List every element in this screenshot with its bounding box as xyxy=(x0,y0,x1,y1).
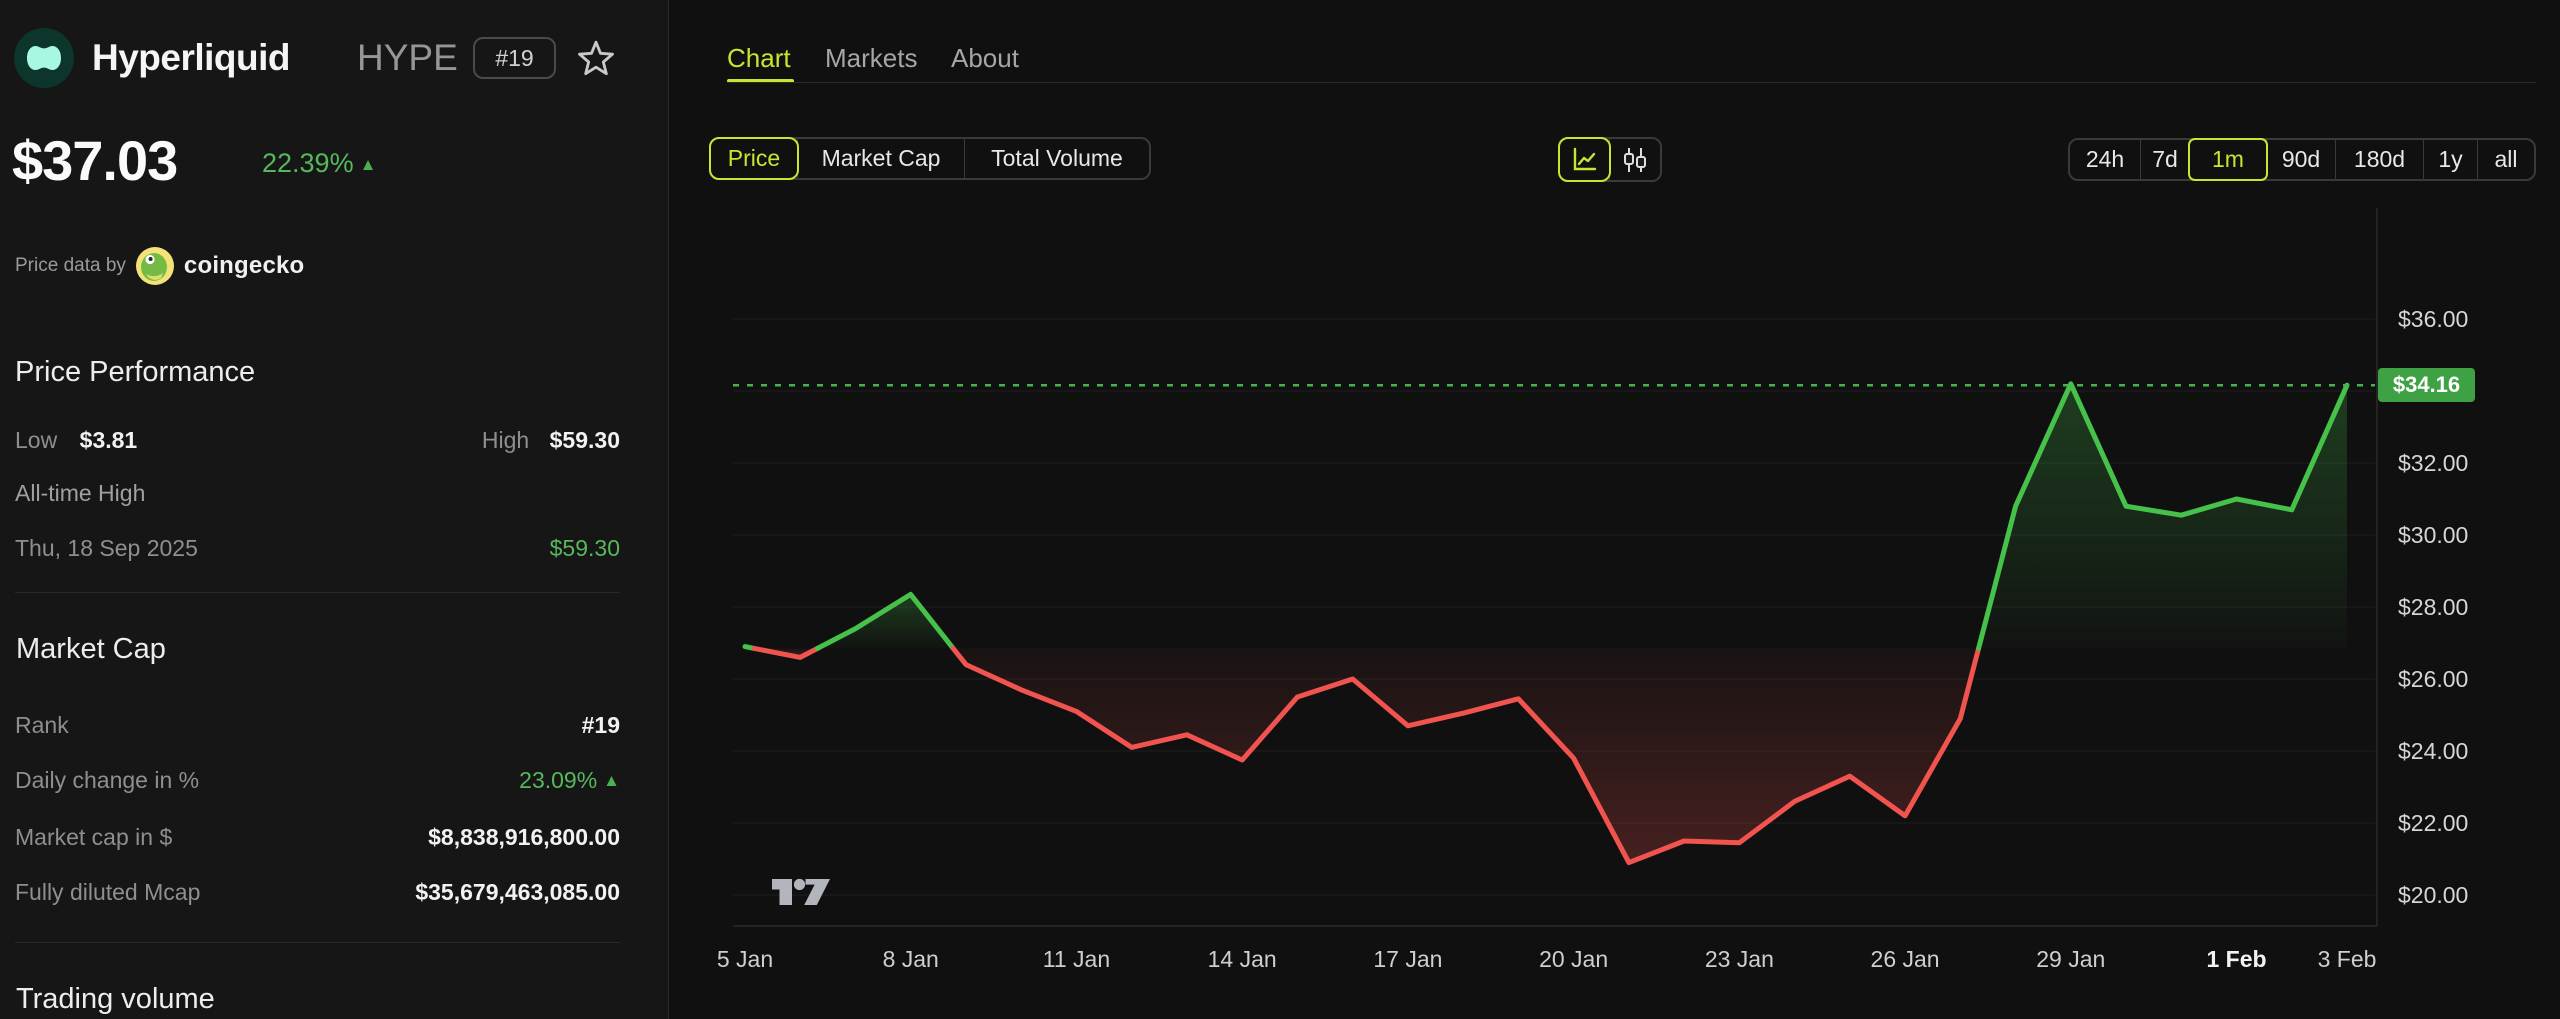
range-toggle-group: 24h 7d 1m 90d 180d 1y all xyxy=(2068,138,2536,181)
low-high-row: Low $3.81 High $59.30 xyxy=(15,427,620,455)
rank-label: Rank xyxy=(15,712,69,738)
range-1y-label: 1y xyxy=(2438,146,2463,172)
price-data-attribution[interactable]: Price data by coingecko xyxy=(15,246,304,286)
market-cap-value: $8,838,916,800.00 xyxy=(428,824,620,850)
x-axis-tick: 14 Jan xyxy=(1207,946,1277,972)
y-axis-tick: $36.00 xyxy=(2398,306,2469,332)
tabs-divider xyxy=(727,82,2536,83)
rank-row: Rank #19 xyxy=(15,712,620,740)
section-divider xyxy=(15,942,620,943)
active-tab-underline xyxy=(727,79,794,83)
range-24h-label: 24h xyxy=(2085,146,2125,172)
candlestick-icon xyxy=(1624,147,1646,172)
high-value: $59.30 xyxy=(549,427,620,453)
market-cap-metric-label: Market Cap xyxy=(821,145,941,171)
range-90d-button[interactable]: 90d xyxy=(2267,140,2336,179)
range-90d-label: 90d xyxy=(2281,146,2321,172)
price-metric-button[interactable]: Price xyxy=(709,137,799,180)
current-price: $37.03 xyxy=(12,129,178,192)
y-axis-tick: $26.00 xyxy=(2398,666,2469,692)
tab-about[interactable]: About xyxy=(951,43,1019,73)
x-axis-tick: 5 Jan xyxy=(716,946,774,972)
metric-toggle-group: Price Market Cap Total Volume xyxy=(709,137,1151,180)
low-label: Low xyxy=(15,427,58,453)
market-cap-metric-button[interactable]: Market Cap xyxy=(798,139,965,178)
fdv-row: Fully diluted Mcap $35,679,463,085.00 xyxy=(15,879,620,907)
tab-markets[interactable]: Markets xyxy=(825,43,918,73)
panel-divider xyxy=(668,0,669,1019)
x-axis-tick: 1 Feb xyxy=(2206,946,2267,972)
coingecko-icon xyxy=(135,247,174,285)
ath-label: All-time High xyxy=(15,480,146,506)
fdv-label: Fully diluted Mcap xyxy=(15,879,201,905)
y-axis-tick: $22.00 xyxy=(2398,810,2469,836)
rank-value: #19 xyxy=(581,712,620,738)
total-volume-metric-label: Total Volume xyxy=(991,145,1123,171)
x-axis-tick: 23 Jan xyxy=(1704,946,1774,972)
price-performance-heading: Price Performance xyxy=(15,356,256,388)
daily-change-label: Daily change in % xyxy=(15,767,200,793)
ath-value-row: Thu, 18 Sep 2025 $59.30 xyxy=(15,535,620,563)
price-change-24h: 22.39% ▲ xyxy=(262,148,376,179)
range-1m-button[interactable]: 1m xyxy=(2188,138,2268,181)
coin-sidebar: Hyperliquid HYPE #19 $37.03 22.39% ▲ Pric… xyxy=(0,0,668,1019)
y-axis-tick: $30.00 xyxy=(2398,522,2469,548)
tab-chart[interactable]: Chart xyxy=(727,43,791,73)
market-cap-label: Market cap in $ xyxy=(15,824,173,850)
range-1y-button[interactable]: 1y xyxy=(2424,140,2478,179)
ath-value: $59.30 xyxy=(549,535,620,561)
range-1m-label: 1m xyxy=(2212,146,2244,172)
trading-volume-heading: Trading volume xyxy=(16,983,215,1015)
price-change-pct: 22.39% xyxy=(262,148,354,178)
range-all-button[interactable]: all xyxy=(2478,140,2534,179)
low-value: $3.81 xyxy=(79,427,138,453)
range-180d-button[interactable]: 180d xyxy=(2336,140,2424,179)
market-cap-row: Market cap in $ $8,838,916,800.00 xyxy=(15,824,620,852)
x-axis-tick: 8 Jan xyxy=(882,946,939,972)
up-triangle-icon: ▲ xyxy=(359,155,377,174)
x-axis-tick: 11 Jan xyxy=(1042,946,1111,972)
candles-chart-type-button[interactable] xyxy=(1610,139,1660,180)
range-all-label: all xyxy=(2494,146,2518,172)
y-axis-tick: $20.00 xyxy=(2398,882,2469,908)
y-axis-tick: $32.00 xyxy=(2398,450,2469,476)
range-24h-button[interactable]: 24h xyxy=(2070,140,2141,179)
range-7d-button[interactable]: 7d xyxy=(2141,140,2190,179)
ath-label-row: All-time High xyxy=(15,480,620,508)
range-180d-label: 180d xyxy=(2353,146,2406,172)
rank-badge: #19 xyxy=(473,37,556,79)
line-chart-icon xyxy=(1573,147,1597,171)
hyperliquid-logo-icon xyxy=(14,28,74,88)
tradingview-logo-icon[interactable] xyxy=(772,876,830,908)
y-axis-tick: $28.00 xyxy=(2398,594,2469,620)
ath-date: Thu, 18 Sep 2025 xyxy=(15,535,198,561)
x-axis-tick: 29 Jan xyxy=(2036,946,2106,972)
high-label: High xyxy=(481,427,530,453)
range-7d-label: 7d xyxy=(2152,146,2178,172)
chart-type-toggle-group xyxy=(1558,137,1662,182)
daily-change-value: 23.09% xyxy=(519,767,598,793)
fdv-value: $35,679,463,085.00 xyxy=(415,879,620,905)
up-triangle-icon: ▲ xyxy=(603,771,620,790)
daily-change-row: Daily change in % 23.09% ▲ xyxy=(15,767,620,795)
y-axis-tick: $24.00 xyxy=(2398,738,2469,764)
x-axis-tick: 3 Feb xyxy=(2317,946,2377,972)
line-chart-type-button[interactable] xyxy=(1558,137,1611,182)
coin-symbol: HYPE xyxy=(357,37,458,78)
market-cap-heading: Market Cap xyxy=(16,633,166,665)
x-axis-tick: 26 Jan xyxy=(1870,946,1940,972)
current-price-badge: $34.16 xyxy=(2378,368,2475,403)
favorite-star-icon[interactable] xyxy=(576,38,616,78)
coingecko-brand: coingecko xyxy=(183,252,305,279)
price-metric-label: Price xyxy=(727,145,781,171)
section-divider xyxy=(15,592,620,593)
attribution-prefix: Price data by xyxy=(15,255,126,276)
total-volume-metric-button[interactable]: Total Volume xyxy=(965,139,1149,178)
coin-name: Hyperliquid xyxy=(92,37,291,78)
x-axis-tick: 20 Jan xyxy=(1539,946,1609,972)
x-axis-tick: 17 Jan xyxy=(1373,946,1443,972)
